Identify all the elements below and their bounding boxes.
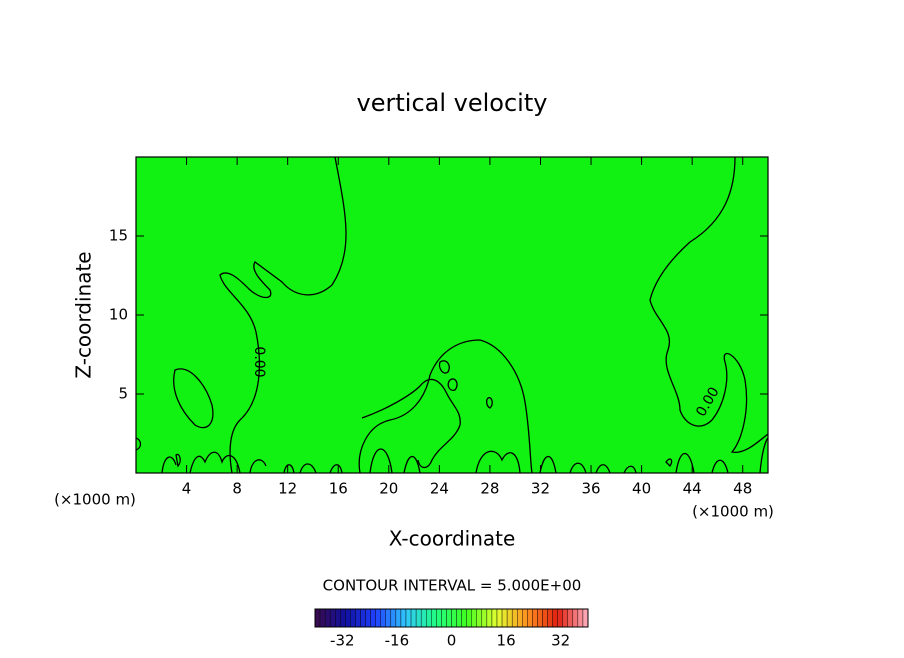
colorbar-bin [355, 608, 361, 628]
colorbar-bin [451, 608, 457, 628]
contour-field [136, 157, 768, 473]
contour-line [438, 360, 493, 409]
contour-line [173, 368, 214, 429]
colorbar-bin [385, 608, 392, 628]
contour-line [219, 156, 347, 474]
colorbar-bin [567, 608, 574, 628]
colorbar-bin [410, 608, 417, 628]
colorbar-bin [390, 608, 397, 628]
colorbar-bin [405, 608, 412, 628]
colorbar-bin [577, 608, 584, 628]
colorbar-bin [365, 608, 371, 628]
y-tick-label: 10 [109, 306, 128, 324]
colorbar-bin [532, 608, 538, 628]
colorbar-bin [511, 608, 518, 628]
colorbar-bin [431, 608, 437, 628]
y-axis-label: Z-coordinate [72, 251, 96, 378]
colorbar-bin [557, 608, 563, 628]
x-tick-label: 12 [278, 480, 297, 498]
colorbar-tick-label: -16 [385, 632, 410, 650]
chart-title: vertical velocity [357, 89, 548, 117]
colorbar-bin [380, 608, 386, 628]
colorbar-bin [522, 608, 528, 628]
contour-line [135, 437, 769, 474]
colorbar-bin [481, 608, 488, 628]
y-tick-label: 15 [109, 227, 128, 245]
colorbar-bin [547, 608, 553, 628]
x-tick-label: 16 [329, 480, 348, 498]
colorbar-tick-label: 0 [447, 632, 457, 650]
colorbar-bin [345, 608, 351, 628]
colorbar-bin [395, 608, 402, 628]
contour-label: 0.00 [251, 346, 267, 377]
colorbar-bin [517, 608, 523, 628]
y-unit-label: (×1000 m) [54, 491, 136, 509]
x-tick-label: 32 [531, 480, 550, 498]
colorbar-bin [415, 608, 422, 628]
colorbar-bin [426, 608, 432, 628]
x-tick-label: 8 [232, 480, 242, 498]
x-unit-label: (×1000 m) [692, 503, 774, 521]
colorbar-bin [375, 608, 381, 628]
colorbar-bin [486, 608, 493, 628]
colorbar-bin [314, 608, 321, 628]
colorbar-bin [527, 608, 533, 628]
colorbar-frame [314, 608, 589, 628]
colorbar-tick-label: 16 [497, 632, 516, 650]
colorbar-bin [329, 608, 336, 628]
colorbar-bin [506, 608, 513, 628]
x-tick-label: 44 [683, 480, 702, 498]
colorbar-bin [476, 608, 483, 628]
colorbar-bin [446, 608, 452, 628]
colorbar-bin [572, 608, 579, 628]
colorbar-bin [360, 608, 366, 628]
colorbar-bin [319, 608, 326, 628]
x-axis-label: X-coordinate [389, 527, 516, 551]
contour-interval: CONTOUR INTERVAL = 5.000E+00 [323, 577, 582, 595]
colorbar-bin [562, 608, 568, 628]
x-tick-label: 28 [480, 480, 499, 498]
x-tick-label: 20 [379, 480, 398, 498]
colorbar-bin [582, 608, 589, 628]
colorbar-bin [491, 608, 498, 628]
colorbar-bin [350, 608, 356, 628]
colorbar-bin [436, 608, 442, 628]
colorbar-bin [324, 608, 331, 628]
colorbar-bin [501, 608, 508, 628]
colorbar-bin [456, 608, 462, 628]
colorbar-bin [461, 608, 467, 628]
colorbar: -32 -16 0 16 32 [314, 608, 589, 650]
colorbar-bin [537, 608, 543, 628]
colorbar-bin [471, 608, 477, 628]
colorbar-bin [466, 608, 472, 628]
colorbar-tick-label: 32 [551, 632, 570, 650]
colorbar-bin [420, 608, 427, 628]
y-tick-label: 5 [118, 385, 128, 403]
x-tick-label: 40 [632, 480, 651, 498]
x-tick-label: 48 [733, 480, 752, 498]
x-tick-label: 24 [430, 480, 449, 498]
colorbar-bin [496, 608, 503, 628]
colorbar-bin [340, 608, 346, 628]
x-tick-label: 36 [581, 480, 600, 498]
colorbar-bin [335, 608, 341, 628]
colorbar-bin [400, 608, 407, 628]
contour-line [649, 156, 769, 453]
colorbar-bin [552, 608, 558, 628]
contour-line [358, 339, 533, 474]
colorbar-bin [370, 608, 376, 628]
contour-line [361, 378, 461, 469]
colorbar-tick-label: -32 [330, 632, 355, 650]
x-tick-label: 4 [182, 480, 192, 498]
colorbar-bin [441, 608, 447, 628]
contour-lines [135, 156, 769, 474]
colorbar-bin [542, 608, 548, 628]
